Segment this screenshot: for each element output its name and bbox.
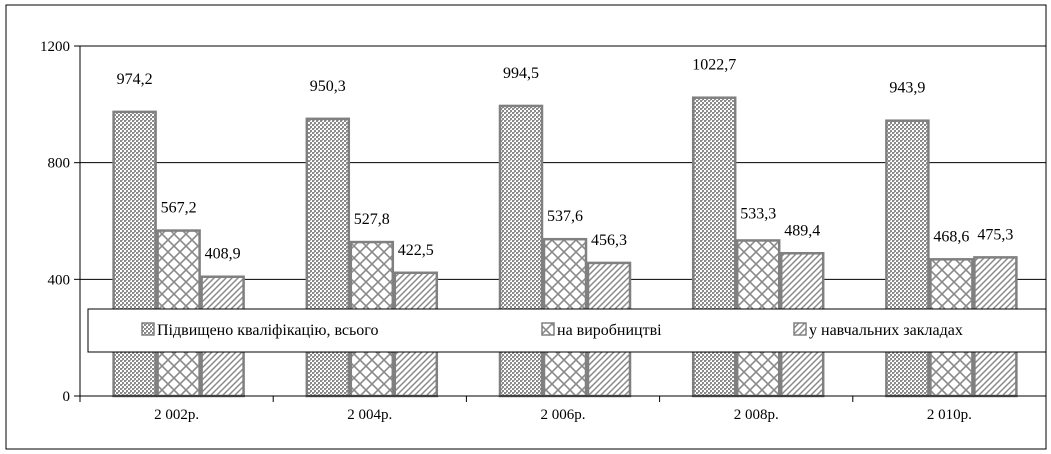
legend-swatch-institutions [793,322,807,336]
x-tick-label: 2 006р. [541,407,586,423]
data-label-production: 533,3 [740,205,776,222]
data-label-total: 974,2 [117,71,153,88]
data-label-production: 468,6 [933,228,969,245]
legend-label-total: Підвищено кваліфікацію, всього [157,322,378,339]
legend-entry-production: на виробництві [541,322,662,339]
axes: 0 400 800 1200 2 002р. 2 004р. 2 006р. 2 008р. 2… [40,39,1046,423]
y-tick-label: 1200 [40,39,70,55]
data-label-total: 994,5 [503,65,539,82]
data-label-institutions: 489,4 [784,222,820,239]
x-tick-label: 2 010р. [927,407,972,423]
x-tick-label: 2 008р. [734,407,779,423]
legend-box [87,308,1047,353]
data-label-production: 537,6 [547,208,583,225]
y-tick-label: 400 [48,272,71,288]
data-label-production: 527,8 [354,211,390,228]
x-tick-label: 2 002р. [154,407,199,423]
x-tick-label: 2 004р. [347,407,392,423]
data-label-total: 950,3 [310,78,346,95]
y-tick-label: 0 [63,389,71,405]
data-label-production: 567,2 [161,200,197,217]
bar-total [305,117,351,398]
data-label-institutions: 456,3 [591,232,627,249]
legend-entry-institutions: у навчальних закладах [793,322,963,339]
data-label-total: 1022,7 [692,57,736,74]
data-labels: 974,2 567,2 408,9 950,3 527,8 422,5 994,5 537,6… [117,57,1014,263]
legend-label-production: на виробництві [557,322,662,339]
legend-swatch-production [541,322,555,336]
legend-entry-total: Підвищено кваліфікацію, всього [141,322,378,339]
data-label-institutions: 475,3 [977,226,1013,243]
legend-swatch-total [141,322,155,336]
legend-label-institutions: у навчальних закладах [809,322,963,339]
legend: Підвищено кваліфікацію, всього на виробн… [87,308,1047,353]
bar-total [885,119,930,398]
y-tick-label: 800 [48,156,71,172]
data-label-total: 943,9 [889,80,925,97]
data-label-institutions: 408,9 [205,246,241,263]
data-label-institutions: 422,5 [398,242,434,259]
bar-total [112,110,157,398]
